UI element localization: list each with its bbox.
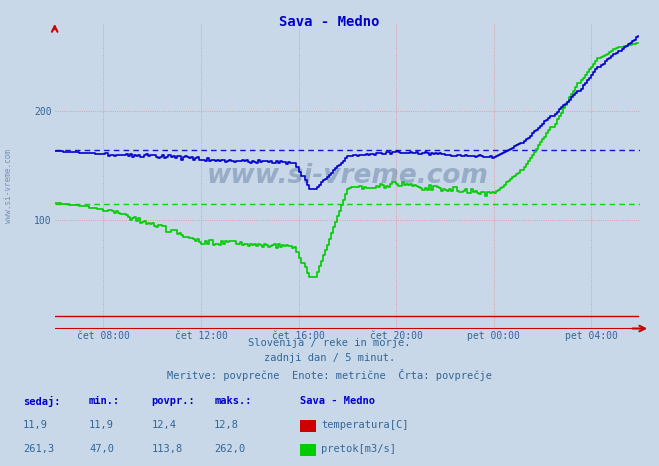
Text: 11,9: 11,9	[89, 420, 114, 430]
Text: Slovenija / reke in morje.: Slovenija / reke in morje.	[248, 338, 411, 348]
Text: pretok[m3/s]: pretok[m3/s]	[321, 444, 396, 454]
Text: maks.:: maks.:	[214, 396, 252, 405]
Text: 47,0: 47,0	[89, 444, 114, 454]
Text: min.:: min.:	[89, 396, 120, 405]
Text: temperatura[C]: temperatura[C]	[321, 420, 409, 430]
Text: Sava - Medno: Sava - Medno	[279, 15, 380, 29]
Text: 12,4: 12,4	[152, 420, 177, 430]
Text: povpr.:: povpr.:	[152, 396, 195, 405]
Text: 12,8: 12,8	[214, 420, 239, 430]
Text: 11,9: 11,9	[23, 420, 48, 430]
Text: sedaj:: sedaj:	[23, 396, 61, 407]
Text: 262,0: 262,0	[214, 444, 245, 454]
Text: 113,8: 113,8	[152, 444, 183, 454]
Text: www.si-vreme.com: www.si-vreme.com	[4, 150, 13, 223]
Text: www.si-vreme.com: www.si-vreme.com	[206, 163, 488, 189]
Text: 261,3: 261,3	[23, 444, 54, 454]
Text: Meritve: povprečne  Enote: metrične  Črta: povprečje: Meritve: povprečne Enote: metrične Črta:…	[167, 369, 492, 381]
Text: zadnji dan / 5 minut.: zadnji dan / 5 minut.	[264, 353, 395, 363]
Text: Sava - Medno: Sava - Medno	[300, 396, 375, 405]
